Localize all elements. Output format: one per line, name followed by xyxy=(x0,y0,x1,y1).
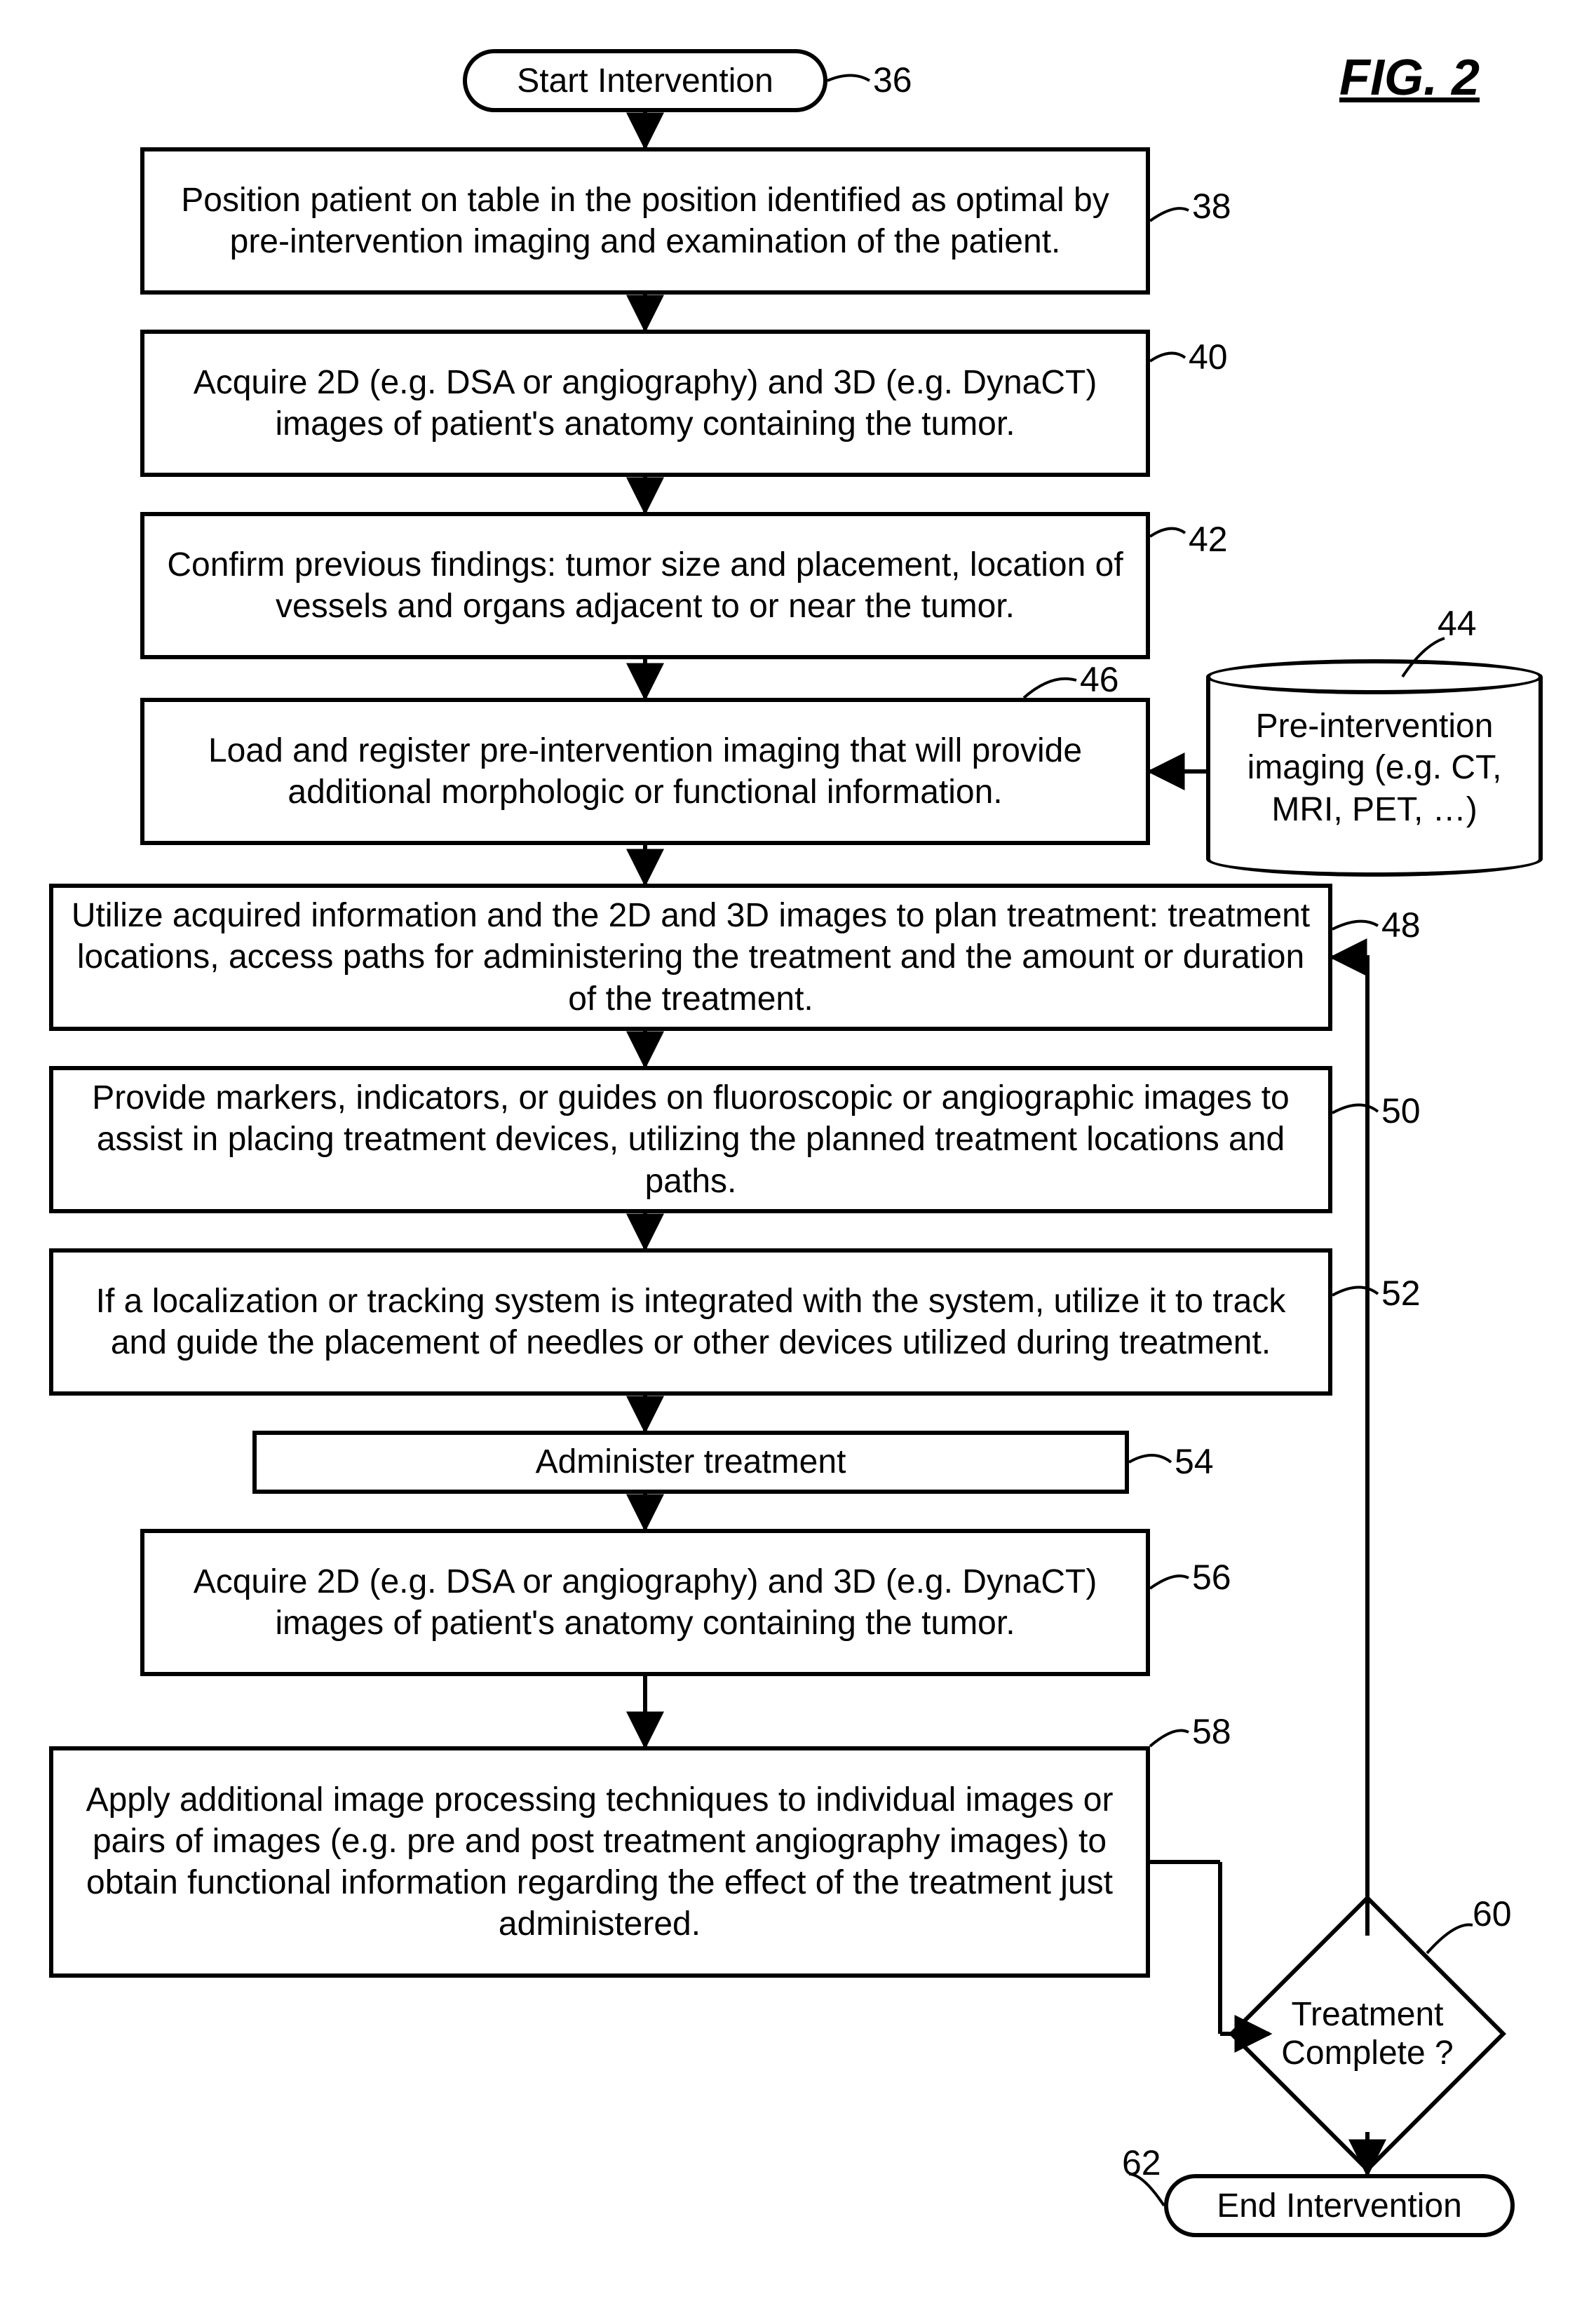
step-40: Acquire 2D (e.g. DSA or angiography) and… xyxy=(140,330,1150,477)
ref-48: 48 xyxy=(1381,905,1421,945)
step-48: Utilize acquired information and the 2D … xyxy=(49,884,1332,1031)
ref-60: 60 xyxy=(1473,1894,1512,1934)
step-58: Apply additional image processing techni… xyxy=(49,1746,1150,1978)
step-42: Confirm previous findings: tumor size an… xyxy=(140,512,1150,659)
ref-36: 36 xyxy=(873,60,912,100)
ref-44: 44 xyxy=(1438,603,1477,644)
start-label: Start Intervention xyxy=(517,62,773,100)
step-54: Administer treatment xyxy=(252,1431,1129,1494)
treatment-complete-decision: Treatment Complete ? xyxy=(1269,1936,1466,2132)
ref-46: 46 xyxy=(1080,659,1119,700)
step-38: Position patient on table in the positio… xyxy=(140,147,1150,295)
step-50: Provide markers, indicators, or guides o… xyxy=(49,1066,1332,1213)
step-52: If a localization or tracking system is … xyxy=(49,1248,1332,1396)
end-label: End Intervention xyxy=(1217,2187,1462,2225)
end-terminator: End Intervention xyxy=(1164,2174,1515,2237)
ref-62: 62 xyxy=(1122,2143,1161,2183)
start-terminator: Start Intervention xyxy=(463,49,827,112)
step-46: Load and register pre-intervention imagi… xyxy=(140,698,1150,845)
ref-50: 50 xyxy=(1381,1091,1421,1131)
ref-52: 52 xyxy=(1381,1273,1421,1314)
ref-58: 58 xyxy=(1192,1711,1231,1752)
ref-56: 56 xyxy=(1192,1557,1231,1598)
figure-title: FIG. 2 xyxy=(1339,49,1480,107)
pre-intervention-imaging-store: Pre-intervention imaging (e.g. CT, MRI, … xyxy=(1206,677,1543,859)
step-56: Acquire 2D (e.g. DSA or angiography) and… xyxy=(140,1529,1150,1676)
ref-54: 54 xyxy=(1175,1441,1214,1482)
ref-42: 42 xyxy=(1189,519,1228,560)
ref-40: 40 xyxy=(1189,337,1228,377)
ref-38: 38 xyxy=(1192,186,1231,227)
flowchart-canvas: FIG. 2 Start Intervention Position patie… xyxy=(28,28,1568,2273)
